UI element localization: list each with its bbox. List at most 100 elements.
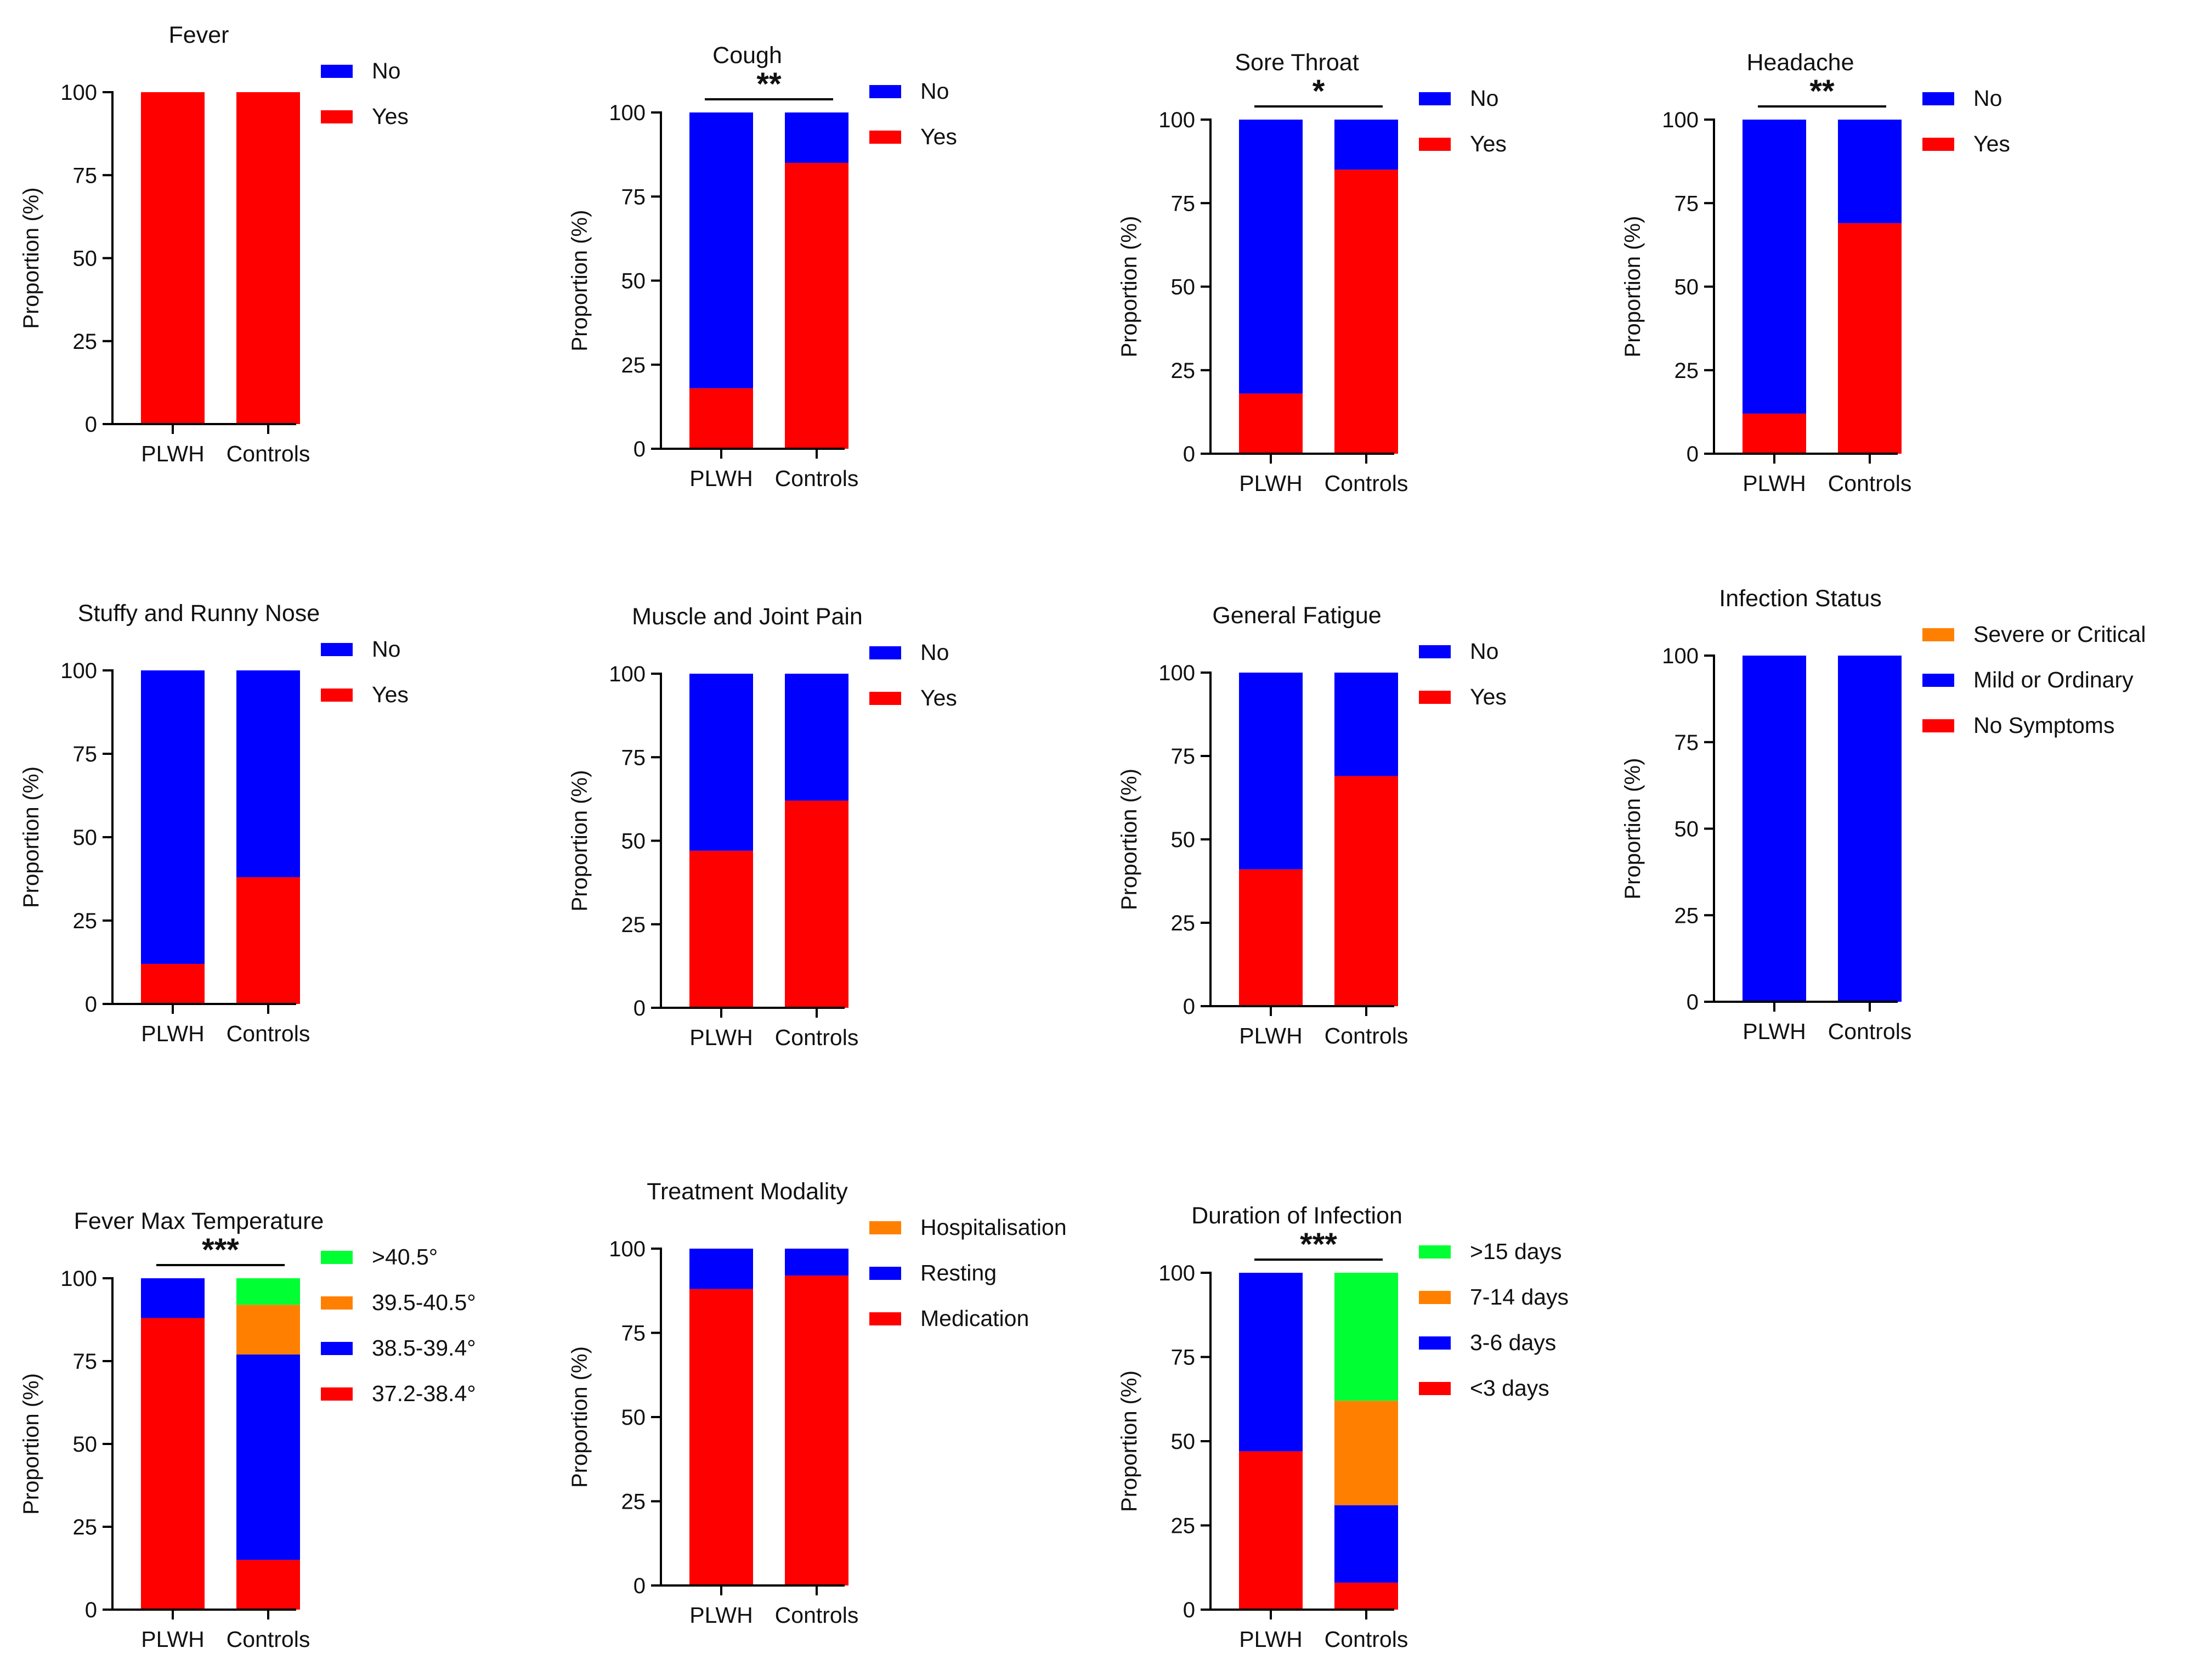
bar-controls-7-14-days: [1334, 1401, 1398, 1505]
significance-marker: **: [1809, 74, 1835, 109]
y-tick-label: 75: [621, 1322, 646, 1346]
bar-plwh-no: [689, 674, 753, 851]
y-tick-label: 50: [73, 247, 98, 271]
bar-controls-yes: [1334, 170, 1398, 454]
y-tick-label: 100: [609, 662, 646, 686]
y-tick-label: 25: [1171, 911, 1196, 935]
y-axis-label: Proportion (%): [1117, 216, 1141, 358]
y-tick-label: 25: [1674, 359, 1699, 383]
y-axis-label: Proportion (%): [1117, 769, 1141, 910]
chart-infection-status: Infection Status 0 25 50 75 100 PLWH Controls Pr…: [1621, 585, 2146, 1044]
bar-controls-yes: [236, 92, 300, 424]
y-tick-label: 25: [73, 1515, 98, 1539]
legend-label-no: No: [372, 636, 400, 662]
legend-swatch-resting: [869, 1267, 901, 1280]
y-tick-label: 50: [1171, 828, 1196, 852]
y-tick-label: 0: [1183, 442, 1195, 466]
bar-plwh-yes: [689, 850, 753, 1008]
y-axis-label: Proportion (%): [568, 1346, 592, 1488]
y-tick-label: 75: [1171, 1346, 1196, 1370]
y-tick-label: 25: [1171, 359, 1196, 383]
legend-swatch-yes: [321, 110, 353, 123]
legend-label-3-6-days: 3-6 days: [1470, 1330, 1556, 1355]
y-tick-label: 100: [60, 659, 97, 683]
legend-swatch-yes: [1419, 138, 1451, 151]
y-tick-label: 75: [73, 742, 98, 766]
y-axis-label: Proportion (%): [1621, 216, 1645, 358]
legend-label-yes: Yes: [1973, 131, 2010, 156]
legend-swatch-no: [1419, 645, 1451, 658]
y-tick-label: 50: [73, 826, 98, 850]
bar-controls-15-days: [1334, 1273, 1398, 1401]
x-tick-label-controls: Controls: [1325, 1023, 1408, 1048]
legend-swatch-severe-or-critical: [1922, 628, 1954, 641]
bar-controls-39-5-40-5: [236, 1305, 300, 1355]
bar-plwh-yes: [1743, 413, 1806, 454]
x-tick-label-controls: Controls: [775, 1025, 859, 1050]
y-tick-label: 25: [621, 913, 646, 937]
chart-stuffy-and-runny-nose: Stuffy and Runny Nose 0 25 50 75 100 PLWH Contr…: [19, 600, 409, 1046]
bar-plwh-mild-or-ordinary: [1743, 656, 1806, 1002]
y-tick-label: 50: [73, 1432, 98, 1457]
chart-duration-of-infection: Duration of Infection 0 25 50 75 100 PLWH Contr…: [1117, 1203, 1569, 1652]
y-tick-label: 0: [1687, 442, 1699, 466]
legend-label-15-days: >15 days: [1470, 1239, 1562, 1264]
bar-plwh-no: [141, 670, 205, 964]
bar-plwh-yes: [689, 388, 753, 449]
y-tick-label: 25: [73, 330, 98, 354]
y-axis-label: Proportion (%): [19, 188, 43, 329]
chart-muscle-and-joint-pain: Muscle and Joint Pain 0 25 50 75 100 PLWH Contr…: [568, 603, 957, 1050]
y-tick-label: 25: [73, 909, 98, 933]
bar-controls-no: [1838, 120, 1902, 223]
x-tick-label-plwh: PLWH: [141, 1021, 204, 1046]
bar-controls-3-6-days: [1334, 1505, 1398, 1583]
legend-label-yes: Yes: [920, 685, 957, 710]
y-tick-label: 0: [633, 996, 646, 1020]
legend-swatch-no: [869, 85, 901, 98]
bar-plwh-yes: [1239, 393, 1303, 454]
bar-controls-no: [785, 112, 848, 163]
y-tick-label: 50: [621, 269, 646, 294]
legend-label-resting: Resting: [920, 1260, 997, 1285]
y-axis-label: Proportion (%): [19, 1373, 43, 1515]
chart-title: Duration of Infection: [1191, 1203, 1402, 1229]
y-tick-label: 25: [1674, 904, 1699, 928]
bar-controls-no: [785, 674, 848, 801]
legend-swatch-39-5-40-5: [321, 1296, 353, 1310]
y-tick-label: 75: [1171, 191, 1196, 216]
chart-treatment-modality: Treatment Modality 0 25 50 75 100 PLWH Controls…: [568, 1178, 1067, 1628]
x-tick-label-controls: Controls: [227, 1627, 310, 1652]
legend-swatch-no-symptoms: [1922, 719, 1954, 732]
bar-controls-40-5: [236, 1278, 300, 1305]
y-tick-label: 50: [621, 1406, 646, 1430]
y-tick-label: 75: [1171, 744, 1196, 769]
legend-label-no: No: [920, 640, 949, 665]
y-tick-label: 100: [609, 1237, 646, 1261]
legend-label-3-days: <3 days: [1470, 1375, 1549, 1401]
legend-label-medication: Medication: [920, 1306, 1029, 1331]
x-tick-label-plwh: PLWH: [1239, 1023, 1302, 1048]
chart-title: Headache: [1746, 49, 1854, 76]
chart-fever-max-temperature: Fever Max Temperature 0 25 50 75 100 PLWH Contr…: [19, 1208, 476, 1652]
bar-controls-38-5-39-4: [236, 1354, 300, 1560]
chart-title: General Fatigue: [1212, 602, 1381, 629]
x-tick-label-plwh: PLWH: [1239, 1627, 1302, 1652]
legend-swatch-medication: [869, 1312, 901, 1325]
legend-swatch-yes: [869, 692, 901, 705]
y-tick-label: 0: [633, 437, 646, 461]
x-tick-label-plwh: PLWH: [1239, 471, 1302, 496]
x-tick-label-controls: Controls: [775, 1602, 859, 1628]
chart-title: Fever Max Temperature: [74, 1208, 324, 1234]
y-tick-label: 25: [621, 1490, 646, 1514]
y-tick-label: 75: [73, 1350, 98, 1374]
y-tick-label: 75: [621, 746, 646, 770]
y-tick-label: 75: [73, 163, 98, 188]
x-tick-label-plwh: PLWH: [689, 1025, 753, 1050]
chart-general-fatigue: General Fatigue 0 25 50 75 100 PLWH Controls Pro…: [1117, 602, 1507, 1048]
legend-swatch-7-14-days: [1419, 1291, 1451, 1304]
legend-label-no: No: [920, 78, 949, 104]
bar-controls-yes: [1334, 776, 1398, 1006]
legend-swatch-40-5: [321, 1251, 353, 1264]
y-tick-label: 50: [1674, 275, 1699, 300]
